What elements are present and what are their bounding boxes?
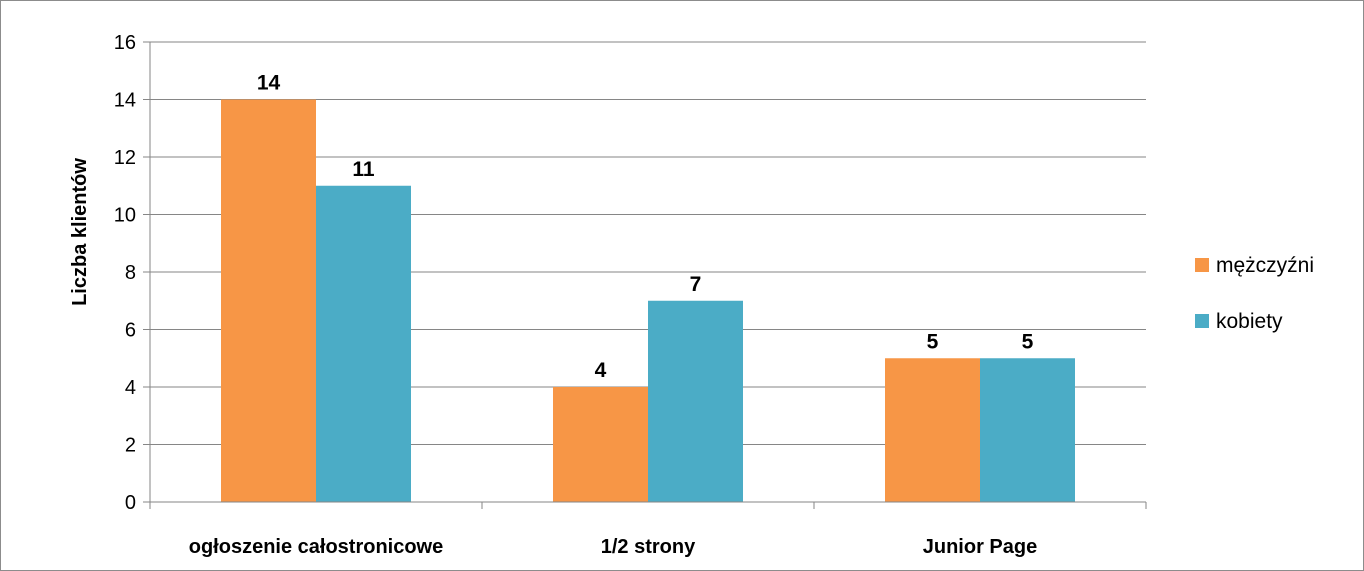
y-tick-label: 8 <box>125 262 136 284</box>
bar <box>648 300 743 502</box>
data-label: 5 <box>1022 330 1034 353</box>
data-label: 5 <box>927 330 939 353</box>
data-label: 4 <box>595 359 607 382</box>
bar <box>980 358 1075 502</box>
bar <box>885 358 980 502</box>
y-tick-label: 16 <box>114 32 136 54</box>
y-tick-label: 14 <box>114 90 136 112</box>
y-tick-label: 6 <box>125 320 136 342</box>
bar <box>221 99 316 502</box>
legend-swatch <box>1195 314 1209 328</box>
y-axis-ticks: 0 2 4 6 8 10 12 14 16 <box>114 32 150 514</box>
data-label: 11 <box>352 158 375 181</box>
data-label: 14 <box>257 72 281 95</box>
y-tick-label: 0 <box>125 492 136 514</box>
bar <box>316 185 411 502</box>
legend-label: kobiety <box>1216 310 1283 333</box>
legend: mężczyźni kobiety <box>1195 254 1314 333</box>
y-tick-label: 12 <box>114 147 136 169</box>
data-label: 7 <box>690 273 702 296</box>
x-category-label: 1/2 strony <box>601 536 696 558</box>
legend-swatch <box>1195 258 1209 272</box>
legend-label: mężczyźni <box>1216 254 1314 277</box>
x-category-label: ogłoszenie całostronicowe <box>189 536 444 558</box>
y-tick-label: 2 <box>125 435 136 457</box>
bar <box>553 387 648 502</box>
data-labels: 14 11 4 7 5 5 <box>257 72 1034 383</box>
y-tick-label: 4 <box>125 377 136 399</box>
y-tick-label: 10 <box>114 205 136 227</box>
bars <box>221 99 1075 502</box>
x-axis <box>149 42 1147 509</box>
x-axis-categories: ogłoszenie całostronicowe 1/2 strony Junio… <box>189 536 1038 558</box>
y-axis-label: Liczba klientów <box>69 158 91 306</box>
x-category-label: Junior Page <box>923 536 1037 558</box>
